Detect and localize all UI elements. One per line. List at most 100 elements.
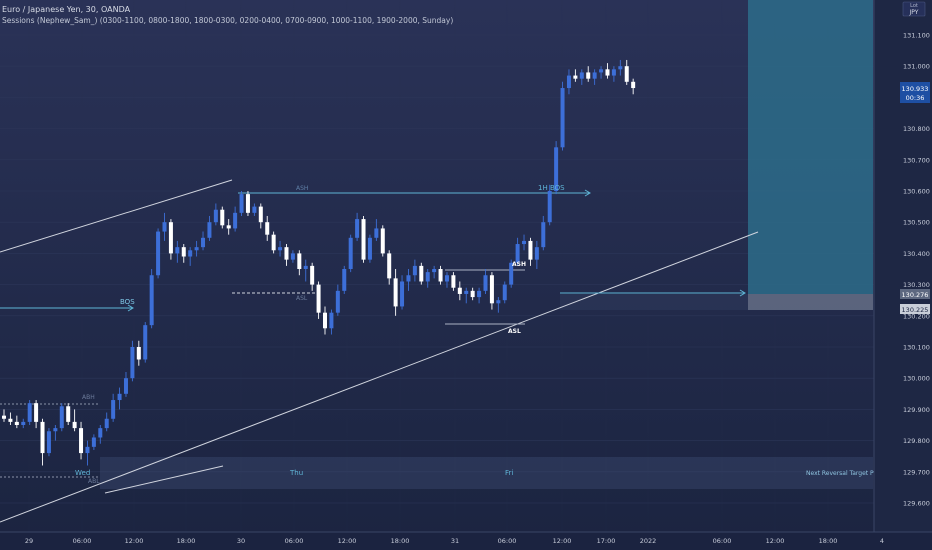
candle[interactable] — [425, 269, 430, 288]
candle[interactable] — [477, 287, 482, 304]
candle[interactable] — [59, 403, 64, 432]
candle[interactable] — [554, 141, 559, 195]
candle[interactable] — [432, 265, 437, 279]
candle[interactable] — [624, 59, 629, 85]
candle[interactable] — [483, 269, 488, 294]
price-scale[interactable] — [874, 0, 932, 532]
candle[interactable] — [496, 297, 501, 313]
candle[interactable] — [156, 228, 161, 279]
candle[interactable] — [252, 203, 257, 216]
candle[interactable] — [406, 269, 411, 291]
lower-channel-line[interactable] — [0, 231, 759, 523]
candle[interactable] — [136, 340, 141, 366]
candle[interactable] — [387, 250, 392, 285]
candle[interactable] — [265, 215, 270, 241]
candle[interactable] — [297, 250, 302, 276]
candle[interactable] — [528, 237, 533, 266]
candle[interactable] — [464, 287, 469, 304]
candle[interactable] — [355, 212, 360, 241]
upper-channel-line[interactable] — [0, 179, 233, 253]
candle[interactable] — [175, 240, 180, 263]
candle[interactable] — [534, 240, 539, 269]
wedge-line[interactable] — [104, 465, 224, 494]
candle[interactable] — [258, 203, 263, 229]
candle[interactable] — [14, 415, 19, 429]
candle[interactable] — [470, 287, 475, 301]
candle[interactable] — [201, 231, 206, 251]
candle[interactable] — [451, 272, 456, 291]
candle[interactable] — [586, 66, 591, 82]
candle[interactable] — [53, 425, 58, 441]
candle[interactable] — [66, 403, 71, 425]
candle[interactable] — [323, 306, 327, 335]
candle[interactable] — [579, 69, 584, 85]
candle[interactable] — [515, 237, 520, 266]
candle[interactable] — [374, 219, 379, 241]
candle[interactable] — [303, 259, 308, 282]
candle[interactable] — [522, 234, 527, 251]
candle[interactable] — [509, 259, 514, 288]
candle[interactable] — [207, 215, 212, 241]
candle[interactable] — [98, 425, 103, 444]
candle[interactable] — [271, 231, 276, 254]
candle[interactable] — [149, 269, 154, 329]
candle[interactable] — [123, 371, 128, 397]
candle[interactable] — [143, 322, 148, 363]
candle[interactable] — [91, 434, 96, 450]
candle[interactable] — [2, 409, 6, 422]
candle[interactable] — [329, 309, 334, 335]
candle[interactable] — [27, 400, 32, 425]
candle[interactable] — [419, 262, 424, 285]
candle[interactable] — [130, 340, 135, 382]
candle[interactable] — [348, 234, 353, 273]
candle[interactable] — [316, 281, 321, 319]
candle[interactable] — [111, 393, 116, 422]
candle[interactable] — [361, 215, 366, 263]
candle[interactable] — [592, 69, 597, 85]
candle[interactable] — [284, 244, 289, 266]
candle[interactable] — [489, 272, 494, 310]
candle[interactable] — [34, 400, 39, 429]
candle[interactable] — [8, 412, 13, 425]
candle[interactable] — [400, 275, 405, 310]
candle[interactable] — [21, 418, 26, 429]
candle[interactable] — [380, 225, 385, 257]
candle[interactable] — [290, 250, 295, 263]
candle[interactable] — [278, 240, 283, 257]
candle[interactable] — [611, 66, 616, 82]
candle[interactable] — [631, 78, 636, 95]
candle[interactable] — [162, 212, 167, 241]
candle[interactable] — [367, 234, 372, 263]
candle[interactable] — [457, 281, 462, 301]
candle[interactable] — [40, 418, 45, 466]
candle[interactable] — [393, 269, 398, 316]
candle[interactable] — [541, 215, 546, 251]
candle[interactable] — [342, 265, 347, 294]
candle[interactable] — [239, 191, 244, 216]
candle[interactable] — [85, 440, 90, 466]
candle[interactable] — [194, 240, 199, 257]
candle[interactable] — [560, 81, 565, 151]
candle[interactable] — [104, 412, 109, 432]
candle[interactable] — [566, 69, 571, 95]
candle[interactable] — [233, 206, 238, 232]
candle[interactable] — [618, 59, 623, 76]
candle[interactable] — [605, 63, 610, 79]
candle[interactable] — [117, 387, 122, 410]
candle[interactable] — [168, 219, 173, 260]
currency-badge[interactable] — [902, 1, 926, 17]
candle[interactable] — [444, 272, 449, 288]
candle[interactable] — [547, 184, 552, 226]
candle[interactable] — [245, 191, 250, 216]
candle[interactable] — [502, 281, 507, 304]
candle[interactable] — [335, 284, 340, 316]
candle[interactable] — [599, 66, 604, 79]
candle[interactable] — [188, 247, 193, 266]
candle[interactable] — [226, 219, 231, 235]
candle[interactable] — [72, 409, 77, 432]
candle[interactable] — [181, 244, 186, 263]
candle[interactable] — [310, 262, 315, 291]
candle[interactable] — [412, 259, 417, 282]
candle[interactable] — [79, 421, 84, 460]
